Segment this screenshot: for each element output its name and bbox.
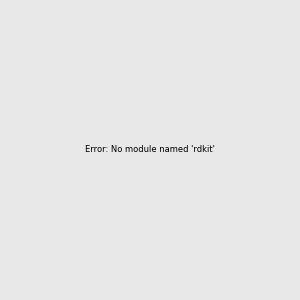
Text: Error: No module named 'rdkit': Error: No module named 'rdkit': [85, 146, 215, 154]
